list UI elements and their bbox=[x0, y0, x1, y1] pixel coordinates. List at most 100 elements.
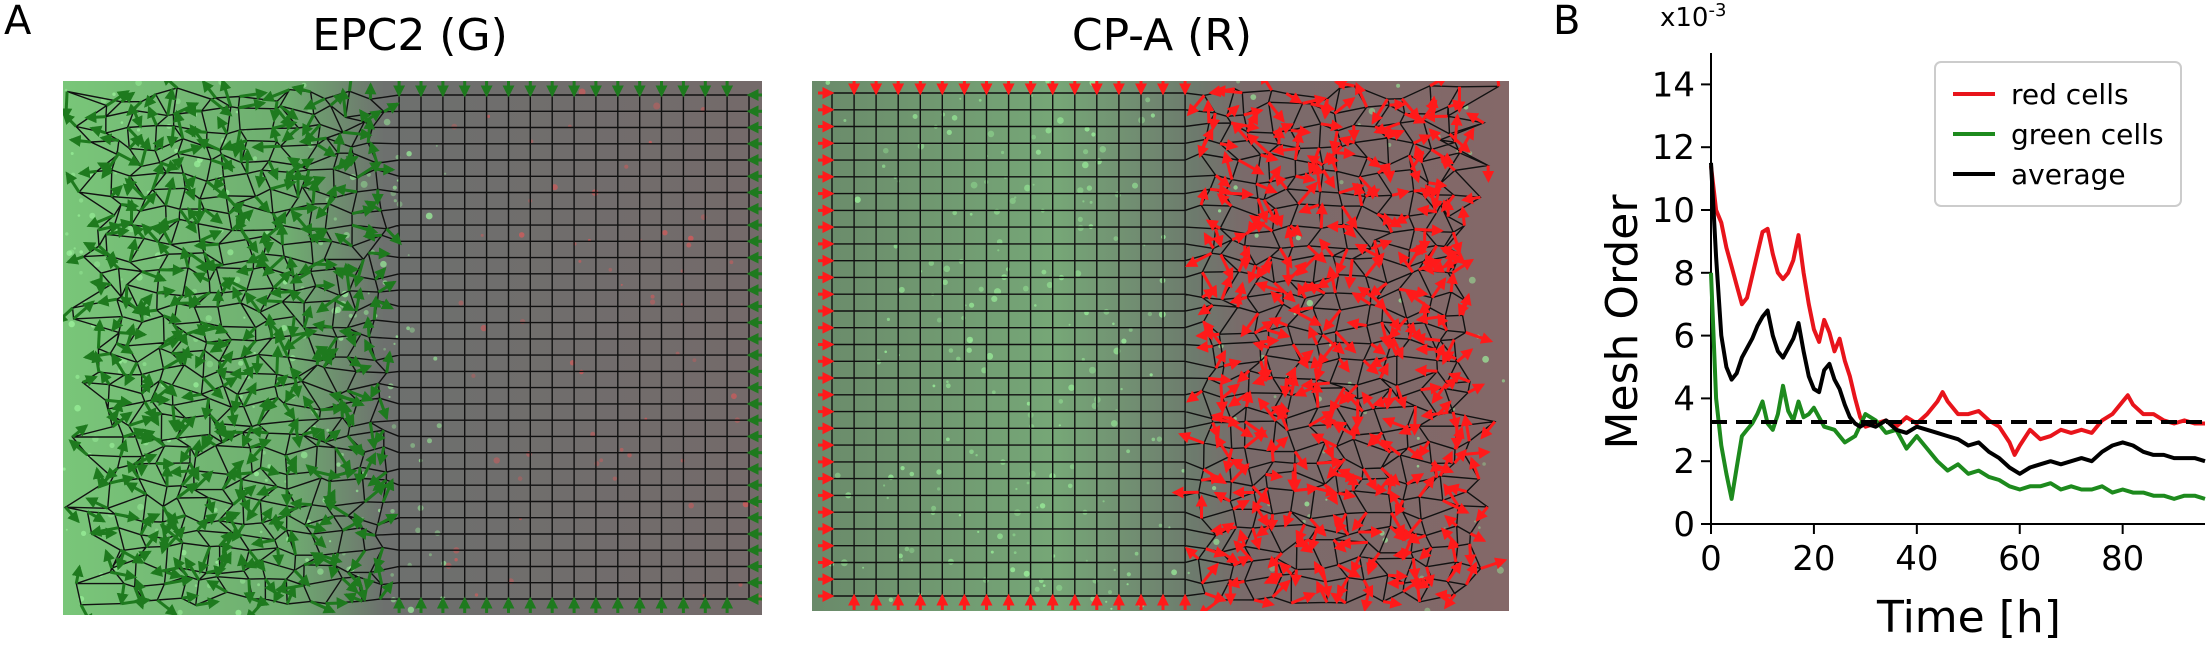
displacement-arrow bbox=[1460, 413, 1473, 442]
displacement-arrow bbox=[1221, 150, 1234, 180]
displacement-arrow bbox=[1326, 220, 1354, 233]
displacement-arrow bbox=[144, 407, 162, 420]
displacement-arrow bbox=[1196, 187, 1209, 206]
displacement-arrow bbox=[364, 200, 382, 213]
speckle bbox=[990, 550, 994, 554]
displacement-arrow bbox=[251, 595, 270, 607]
speckle bbox=[1067, 483, 1073, 489]
displacement-arrow bbox=[168, 405, 181, 432]
speckle bbox=[1126, 572, 1131, 577]
displacement-arrow bbox=[1370, 342, 1386, 355]
displacement-arrow bbox=[193, 198, 206, 223]
speckle bbox=[77, 214, 81, 217]
displacement-arrow bbox=[1336, 147, 1356, 160]
speckle bbox=[966, 347, 972, 353]
displacement-arrow bbox=[1357, 286, 1378, 301]
displacement-arrow bbox=[301, 169, 314, 188]
speckle bbox=[235, 110, 239, 114]
speckle bbox=[136, 128, 141, 132]
displacement-arrow bbox=[177, 297, 201, 310]
displacement-arrow bbox=[1198, 127, 1214, 155]
displacement-arrow bbox=[124, 481, 148, 496]
displacement-arrow bbox=[1404, 321, 1417, 340]
displacement-arrow bbox=[362, 229, 382, 242]
displacement-arrow bbox=[232, 285, 244, 304]
displacement-arrow bbox=[1442, 198, 1455, 217]
displacement-arrow bbox=[126, 100, 143, 117]
displacement-arrow bbox=[341, 262, 354, 291]
speckle bbox=[1273, 395, 1277, 399]
speckle bbox=[1036, 506, 1039, 509]
displacement-arrow bbox=[156, 598, 178, 615]
displacement-arrow bbox=[72, 300, 95, 321]
displacement-arrow bbox=[249, 426, 269, 438]
displacement-arrow bbox=[272, 270, 292, 290]
speckle bbox=[966, 336, 974, 344]
speckle bbox=[471, 373, 476, 378]
speckle bbox=[243, 316, 246, 319]
speckle bbox=[578, 88, 586, 96]
speckle bbox=[1014, 196, 1017, 199]
speckle bbox=[1024, 184, 1031, 192]
displacement-arrow bbox=[142, 428, 166, 448]
displacement-arrow bbox=[141, 223, 160, 243]
speckle bbox=[1134, 551, 1139, 556]
speckle bbox=[1151, 437, 1156, 442]
speckle bbox=[627, 452, 632, 458]
speckle bbox=[1082, 161, 1089, 169]
displacement-arrow bbox=[1209, 184, 1232, 197]
displacement-arrow bbox=[290, 327, 318, 339]
speckle bbox=[994, 288, 1001, 296]
speckle bbox=[120, 278, 123, 281]
displacement-arrow bbox=[99, 133, 120, 146]
displacement-arrow bbox=[376, 513, 399, 527]
speckle bbox=[206, 360, 214, 368]
speckle bbox=[958, 514, 962, 517]
displacement-arrow bbox=[1214, 349, 1227, 369]
displacement-arrow bbox=[1207, 373, 1233, 386]
displacement-arrow bbox=[1440, 157, 1456, 172]
speckle bbox=[986, 352, 994, 360]
displacement-arrow bbox=[362, 316, 375, 338]
displacement-arrow bbox=[103, 548, 115, 569]
displacement-arrow bbox=[227, 201, 245, 215]
displacement-arrow bbox=[293, 569, 311, 588]
speckle bbox=[388, 395, 391, 399]
displacement-arrow bbox=[89, 277, 112, 290]
speckle bbox=[1181, 469, 1186, 473]
displacement-arrow bbox=[219, 81, 233, 108]
displacement-arrow bbox=[1237, 245, 1251, 273]
displacement-arrow bbox=[1272, 208, 1284, 228]
displacement-arrow bbox=[1248, 214, 1274, 233]
displacement-arrow bbox=[202, 259, 224, 272]
displacement-arrow bbox=[1428, 178, 1448, 190]
displacement-arrow bbox=[285, 455, 298, 476]
displacement-arrow bbox=[363, 571, 375, 591]
displacement-arrow bbox=[79, 604, 93, 615]
displacement-arrow bbox=[316, 294, 341, 314]
speckle bbox=[1041, 269, 1047, 275]
speckle bbox=[1213, 538, 1220, 545]
displacement-arrow bbox=[1258, 260, 1273, 277]
displacement-arrow bbox=[138, 191, 157, 213]
displacement-arrow bbox=[287, 316, 300, 339]
displacement-arrow bbox=[1308, 325, 1320, 346]
speckle bbox=[1250, 94, 1257, 100]
displacement-arrow bbox=[377, 397, 390, 421]
displacement-arrow bbox=[290, 378, 303, 399]
y-tick-label: 8 bbox=[1673, 254, 1695, 294]
speckle bbox=[942, 279, 948, 286]
displacement-arrow bbox=[1348, 422, 1361, 440]
speckle bbox=[367, 292, 370, 295]
displacement-arrow bbox=[86, 213, 115, 228]
displacement-arrow bbox=[318, 514, 335, 526]
displacement-arrow bbox=[1371, 396, 1399, 408]
right-image-title: CP-A (R) bbox=[1071, 10, 1253, 61]
displacement-arrow bbox=[363, 117, 376, 144]
displacement-arrow bbox=[1234, 281, 1247, 308]
displacement-arrow bbox=[298, 258, 325, 275]
displacement-arrow bbox=[131, 109, 143, 129]
displacement-arrow bbox=[164, 176, 177, 206]
speckle bbox=[1045, 127, 1052, 134]
